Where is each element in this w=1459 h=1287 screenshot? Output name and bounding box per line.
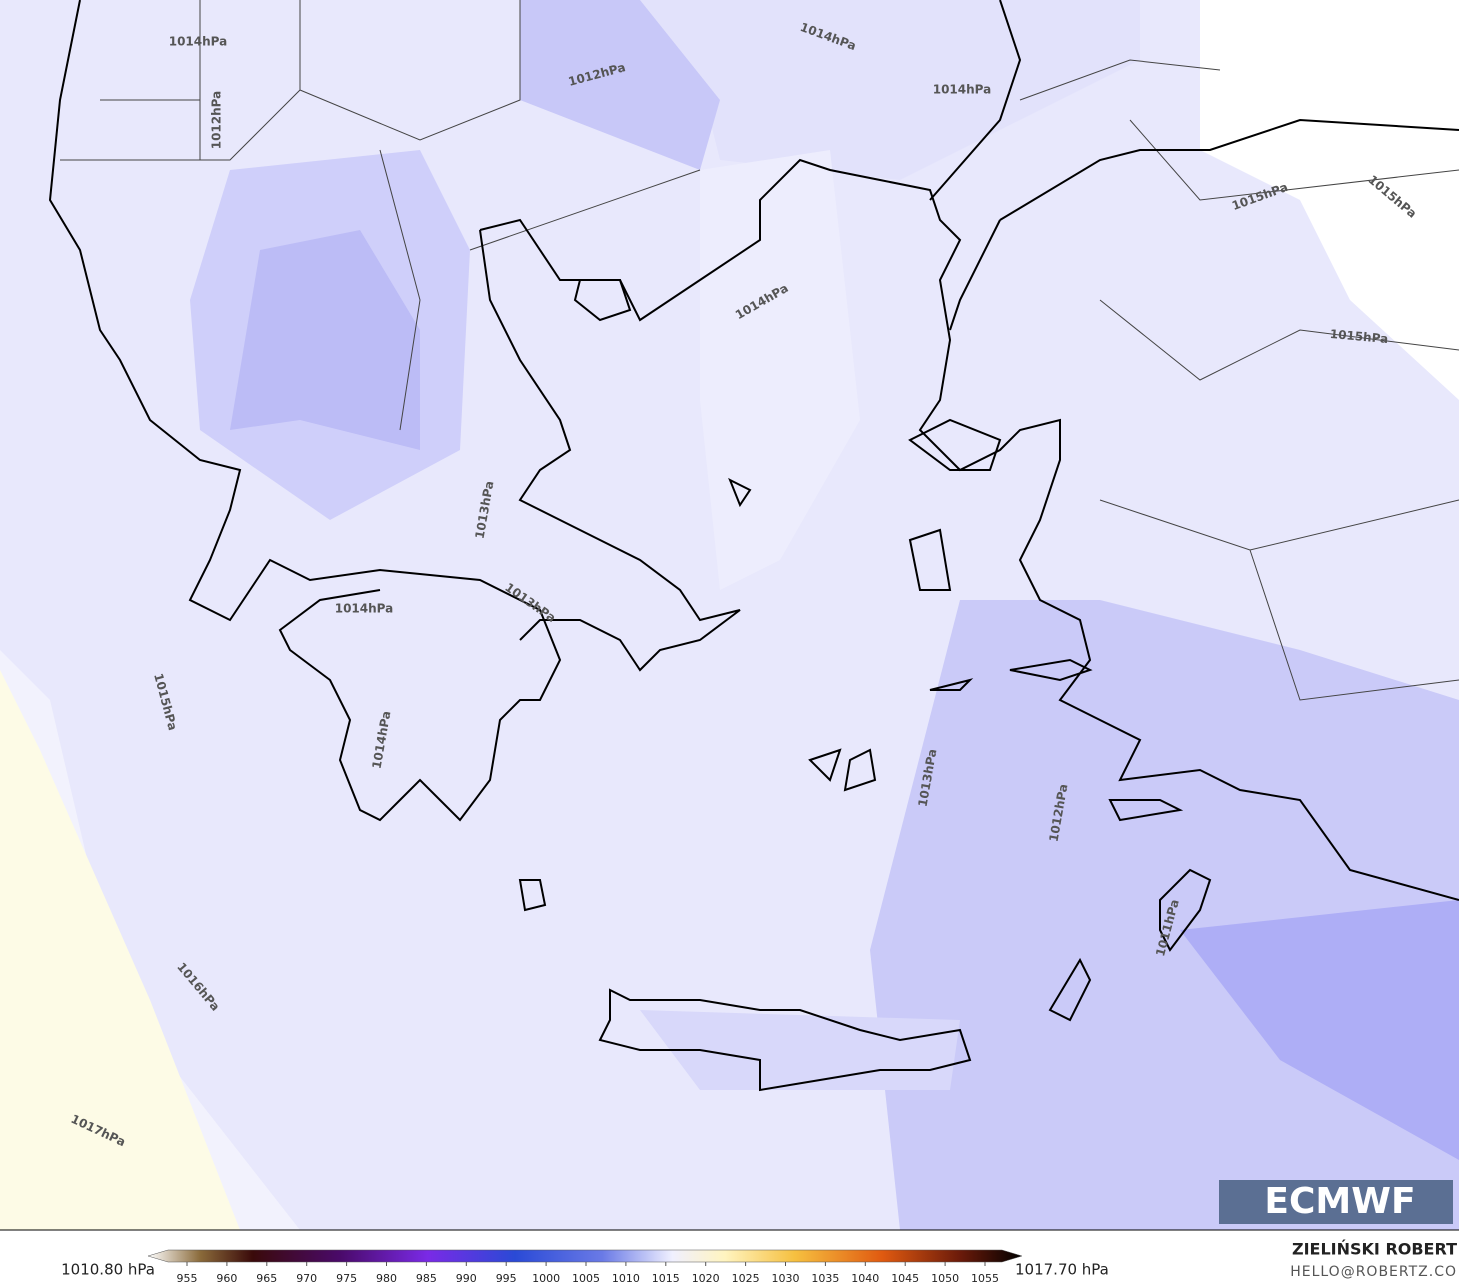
colorbar-tick-label: 1050	[931, 1272, 959, 1285]
colorbar-tick-label: 1045	[891, 1272, 919, 1285]
max-label: 1017.70 hPa	[1015, 1261, 1109, 1279]
contour-label: 1012hPa	[210, 91, 224, 150]
colorbar-tick-label: 995	[496, 1272, 517, 1285]
colorbar-tick-label: 1015	[652, 1272, 680, 1285]
colorbar-tick-label: 965	[256, 1272, 277, 1285]
borders	[60, 0, 1459, 701]
colorbar-tick-label: 985	[416, 1272, 437, 1285]
contour-label: 1014hPa	[933, 83, 992, 97]
colorbar-tick-label: 960	[216, 1272, 237, 1285]
colorbar-tick-label: 990	[456, 1272, 477, 1285]
contour-label: 1014hPa	[169, 35, 228, 49]
colorbar-tick-label: 1005	[572, 1272, 600, 1285]
colorbar-tick-label: 1000	[532, 1272, 560, 1285]
colorbar-tick-label: 970	[296, 1272, 317, 1285]
credit-email: HELLO@ROBERTZ.CO	[1290, 1264, 1457, 1280]
logo: ECMWF	[1219, 1180, 1453, 1224]
colorbar-tick-label: 1035	[811, 1272, 839, 1285]
colorbar-tick-label: 1030	[772, 1272, 800, 1285]
credit-name: ZIELIŃSKI ROBERT	[1292, 1240, 1457, 1259]
contour-label: 1014hPa	[335, 602, 394, 616]
coastlines	[48, 0, 1459, 1092]
colorbar-tick-label: 955	[177, 1272, 198, 1285]
colorbar-tick-label: 975	[336, 1272, 357, 1285]
colorbar-tick-label: 1020	[692, 1272, 720, 1285]
colorbar: 1010.80 hPa 1017.70 hPa 955 960 965 970 975 9…	[61, 1249, 1109, 1285]
map-area	[0, 0, 1459, 1230]
colorbar-tick-label: 1055	[971, 1272, 999, 1285]
colorbar-tick-label: 1040	[851, 1272, 879, 1285]
colorbar-tick-label: 980	[376, 1272, 397, 1285]
logo-text: ECMWF	[1264, 1181, 1415, 1222]
colorbar-tick-label: 1010	[612, 1272, 640, 1285]
colorbar-tick-label: 1025	[732, 1272, 760, 1285]
min-label: 1010.80 hPa	[61, 1261, 155, 1279]
contour-label: 1015hPa	[1329, 327, 1389, 346]
